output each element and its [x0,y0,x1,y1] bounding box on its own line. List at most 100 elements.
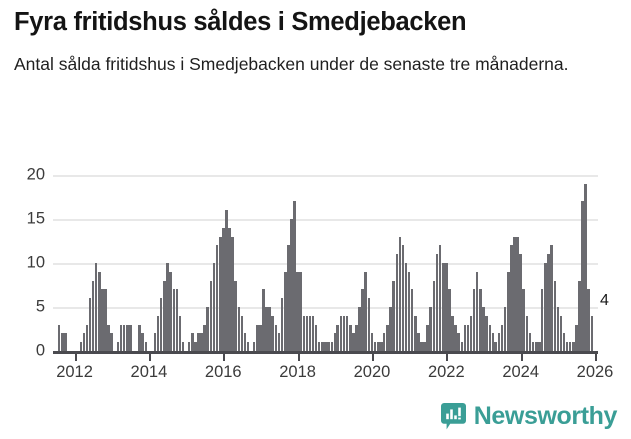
y-axis-label: 20 [26,165,45,184]
x-axis-tick [223,353,226,361]
bar [500,324,504,351]
x-axis-label: 2014 [130,363,168,381]
bar [212,263,216,351]
bar [203,324,206,351]
x-axis-tick [595,353,598,361]
bar [345,315,349,351]
bar [57,324,61,351]
bar [565,342,569,351]
bar [305,315,309,351]
bar [274,324,278,351]
bar [364,271,367,351]
bar [153,333,157,351]
bar [575,324,578,351]
bar [497,333,501,351]
bar [194,342,197,351]
bar [293,201,296,351]
y-axis-label: 15 [26,209,45,228]
bar [221,227,225,351]
bar [386,324,389,351]
x-axis-line [53,351,598,354]
x-axis-tick [371,353,374,361]
bar [392,280,395,351]
bar [296,271,299,351]
bar [88,298,92,351]
bar [442,263,445,351]
y-axis-label: 5 [35,297,45,316]
x-axis-label: 2024 [502,363,540,381]
y-axis-tick-labels: 0 5 10 15 20 [0,166,45,360]
bar [159,298,163,351]
bar [457,333,460,351]
bar [290,219,293,351]
bar [317,342,321,351]
bar [398,236,402,351]
bar [94,263,98,351]
bar [370,333,374,351]
chart-subtitle: Antal sålda fritidshus i Smedjebacken un… [14,53,569,74]
x-axis-tick [446,353,449,361]
bar [308,315,312,351]
bar [197,333,200,351]
bar [448,289,451,351]
bar [535,342,538,351]
bar [516,236,519,351]
bar [438,245,442,351]
bar [420,342,423,351]
bar [144,342,148,351]
bar [404,263,408,351]
bar [299,271,302,351]
bar [336,324,340,351]
plot-canvas: 4 [53,175,609,353]
bar [271,315,274,351]
bar [339,315,343,351]
x-axis-tick [148,353,151,361]
bar [531,342,535,351]
bar [333,333,337,351]
bar [228,227,231,351]
bar [584,183,587,351]
bar [407,271,411,351]
bar [268,307,271,351]
bar [568,342,572,351]
bar [379,342,383,351]
bar [206,307,209,351]
bar [91,280,95,351]
bar [525,315,529,351]
gridline [53,307,598,309]
bar [472,289,476,351]
newsworthy-logo[interactable]: Newsworthy [440,402,617,431]
bar [367,298,371,351]
bar [169,271,172,351]
gridline [53,263,598,265]
bar [352,333,355,351]
bar [550,245,553,351]
bar [373,342,377,351]
bar [389,307,392,351]
gridline [53,175,598,177]
x-axis-label: 2012 [56,363,93,381]
bar [507,271,510,351]
bar [82,333,86,351]
bar [116,342,120,351]
y-axis-label: 0 [35,341,45,360]
bar [324,342,327,351]
bar [181,342,185,351]
bar [138,324,141,351]
bar [429,307,432,351]
bar [454,324,457,351]
bar [119,324,123,351]
bar [562,333,566,351]
bar-chart-speech-bubble-icon [440,403,466,430]
bar [252,342,256,351]
bar [451,315,454,351]
page-title: Fyra fritidshus såldes i Smedjebacken [14,8,467,36]
bar [355,324,358,351]
bar [321,342,324,351]
bar [466,324,470,351]
bar [423,342,427,351]
x-axis-label: 2018 [279,363,316,381]
bar [395,254,399,351]
bar [553,280,557,351]
bar [107,324,111,351]
